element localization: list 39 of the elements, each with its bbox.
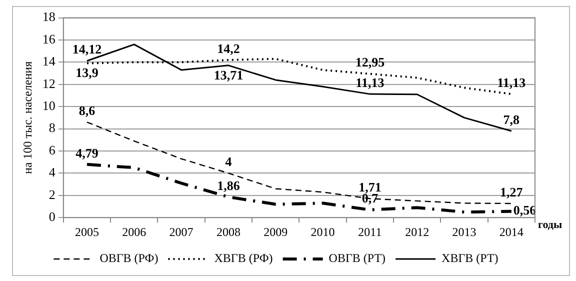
data-label: 7,8 (503, 112, 520, 127)
y-tick-label: 16 (42, 31, 56, 46)
data-label: 1,27 (500, 184, 524, 200)
data-label: 12,95 (355, 54, 386, 70)
y-tick-label: 4 (48, 164, 56, 180)
y-tick-label: 6 (48, 142, 56, 158)
y-tick-label: 14 (42, 54, 56, 69)
data-label: 8,6 (78, 103, 96, 118)
legend-label: ОВГВ (РТ) (328, 251, 386, 266)
x-tick-label: 2011 (358, 224, 382, 239)
x-tick-label: 2005 (74, 224, 99, 239)
x-tick-label: 2006 (122, 224, 146, 239)
x-tick-label: 2008 (216, 224, 240, 239)
data-label: 4,79 (76, 145, 99, 160)
data-label: 11,13 (497, 74, 526, 90)
legend-label: ХВГВ (РТ) (442, 251, 498, 266)
y-tick-label: 18 (42, 9, 56, 24)
legend-label: ОВГВ (РФ) (100, 251, 158, 266)
x-tick-label: 2010 (310, 224, 335, 239)
y-tick-label: 10 (42, 98, 56, 114)
x-tick-label: 2009 (264, 224, 288, 239)
x-axis-title: годы (538, 218, 562, 231)
y-tick-label: 8 (48, 120, 56, 136)
x-tick-label: 2014 (499, 224, 524, 239)
legend-label: ХВГВ (РФ) (214, 251, 273, 266)
data-label: 13,9 (76, 65, 99, 80)
data-label: 11,13 (356, 74, 385, 90)
y-axis-title: на 100 тыс. населения (20, 60, 34, 174)
y-tick-label: 0 (48, 209, 56, 224)
data-label: 13,71 (214, 67, 244, 82)
data-label: 1,86 (217, 178, 240, 193)
data-label: 4 (225, 154, 232, 170)
x-tick-label: 2007 (169, 224, 194, 239)
x-tick-label: 2012 (405, 224, 430, 239)
y-tick-label: 2 (48, 186, 56, 202)
y-tick-label: 12 (42, 76, 56, 91)
x-tick-label: 2013 (452, 224, 476, 239)
data-label: 14,12 (72, 42, 102, 57)
data-label: 14,2 (217, 40, 240, 56)
